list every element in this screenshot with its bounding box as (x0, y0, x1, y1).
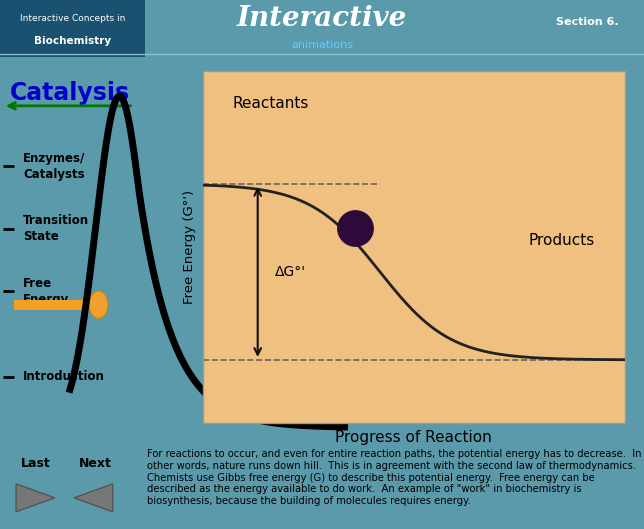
Text: For reactions to occur, and even for entire reaction paths, the potential energy: For reactions to occur, and even for ent… (147, 450, 641, 506)
Text: Interactive: Interactive (237, 5, 407, 32)
Text: Transition
State: Transition State (23, 214, 90, 243)
Text: Catalysis: Catalysis (10, 80, 129, 105)
Y-axis label: Free Energy (G°'): Free Energy (G°') (183, 190, 196, 304)
Text: Free
Energy: Free Energy (23, 277, 70, 306)
Text: Last: Last (21, 457, 50, 470)
Text: Biochemistry: Biochemistry (34, 36, 111, 46)
Text: Next: Next (79, 457, 112, 470)
Text: Products: Products (529, 233, 595, 248)
Text: Interactive Concepts in: Interactive Concepts in (20, 14, 125, 23)
Bar (0, 0, 145, 57)
Text: Reactants: Reactants (232, 96, 308, 111)
Bar (15, 299, 90, 310)
Text: Introduction: Introduction (23, 370, 105, 384)
Text: Enzymes/
Catalysts: Enzymes/ Catalysts (23, 152, 86, 181)
X-axis label: Progress of Reaction: Progress of Reaction (336, 430, 492, 445)
Polygon shape (74, 484, 113, 512)
Text: ΔG°': ΔG°' (274, 265, 306, 279)
Ellipse shape (89, 291, 108, 318)
Point (350, 223, 360, 232)
Text: Section 6.: Section 6. (556, 17, 618, 26)
Text: animations: animations (291, 40, 353, 50)
Polygon shape (16, 484, 55, 512)
